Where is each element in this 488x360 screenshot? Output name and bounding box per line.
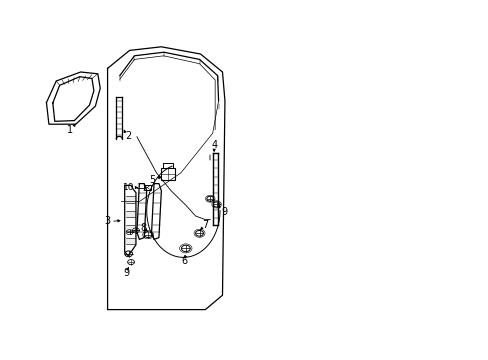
Text: 5: 5 xyxy=(149,175,155,185)
Text: 1: 1 xyxy=(67,125,73,135)
Text: 7: 7 xyxy=(202,220,208,230)
Bar xyxy=(143,185,150,190)
Text: 2: 2 xyxy=(125,131,131,141)
Text: 8: 8 xyxy=(140,223,146,233)
Bar xyxy=(161,168,175,180)
Text: 9: 9 xyxy=(221,207,226,217)
Text: 10: 10 xyxy=(122,183,134,192)
Text: 9: 9 xyxy=(123,268,129,278)
Text: 4: 4 xyxy=(211,140,217,150)
Text: 6: 6 xyxy=(182,256,187,266)
Text: 3: 3 xyxy=(104,216,110,226)
